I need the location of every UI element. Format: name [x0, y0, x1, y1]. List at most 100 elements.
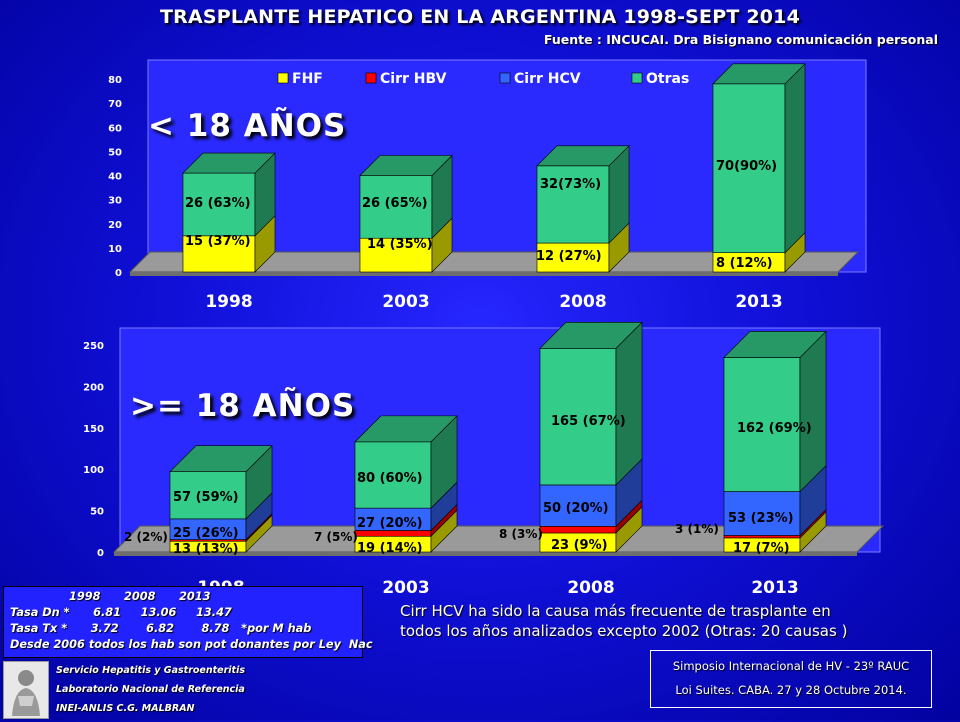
page-title: TRASPLANTE HEPATICO EN LA ARGENTINA 1998… [160, 6, 800, 28]
segment-label-cirr-hbv: 8 (3%) [499, 527, 543, 541]
conclusion-line-2: todos los años analizados excepto 2002 (… [400, 622, 848, 640]
symposium-line-1: Simposio Internacional de HV - 23º RAUC [672, 659, 910, 673]
plot-floor-edge [130, 272, 838, 276]
bar-segment-otras [712, 83, 786, 253]
segment-label-otras: 70(90%) [716, 159, 777, 174]
symposium-box: Simposio Internacional de HV - 23º RAUC … [650, 650, 932, 708]
y-tick-label: 80 [108, 75, 122, 86]
x-tick-label: 2003 [382, 292, 429, 312]
conclusion-note: Cirr HCV ha sido la causa más frecuente … [400, 601, 847, 641]
segment-label-cirr-hbv: 3 (1%) [675, 522, 719, 536]
lab-line-2: Laboratorio Nacional de Referencia [56, 684, 245, 695]
segment-label-cirr-hcv: 27 (20%) [357, 516, 423, 531]
segment-label-otras: 32(73%) [540, 177, 601, 192]
y-tick-label: 0 [115, 268, 122, 279]
segment-label-cirr-hcv: 53 (23%) [728, 511, 794, 526]
segment-label-fhf: 23 (9%) [551, 538, 608, 553]
bar-segment-cirr-hbv [354, 530, 432, 537]
segment-label-otras: 26 (63%) [185, 196, 251, 211]
segment-label-cirr-hbv: 7 (5%) [314, 530, 358, 544]
y-tick-label: 20 [108, 220, 122, 231]
segment-label-fhf: 19 (14%) [357, 541, 423, 556]
y-tick-label: 40 [108, 172, 122, 183]
bar-top [182, 152, 276, 174]
bar-segment-cirr-hbv [539, 526, 617, 534]
legend-label: Cirr HCV [514, 71, 581, 87]
y-tick-label: 100 [83, 465, 104, 476]
rates-footnote: Desde 2006 todos los hab son pot donante… [10, 638, 373, 651]
segment-label-fhf: 17 (7%) [733, 541, 790, 556]
bar-segment-otras [359, 175, 433, 239]
y-tick-label: 150 [83, 424, 104, 435]
segment-label-otras: 80 (60%) [357, 471, 423, 486]
legend-swatch-otras [631, 72, 643, 84]
legend-label: FHF [292, 71, 323, 87]
bar-top [712, 63, 806, 85]
bar-top [354, 415, 458, 443]
chart-over-18: 050100150200250199820032008201357 (59%)8… [83, 321, 885, 598]
bar-top [169, 445, 273, 472]
legend-label: Otras [646, 71, 689, 87]
segment-label-otras: 26 (65%) [362, 196, 428, 211]
x-tick-label: 2003 [382, 578, 429, 598]
legend-label: Cirr HBV [380, 71, 447, 87]
y-tick-label: 10 [108, 244, 122, 255]
rates-header-row: 1998 2008 2013 [10, 590, 211, 603]
chart-under-18: 0 10 20 30 40 50 60 70 80 1998 2003 2008 2013 FHF Cirr… [108, 59, 867, 312]
lab-line-3: INEI-ANLIS C.G. MALBRAN [56, 703, 195, 714]
bar-segment-otras [169, 471, 247, 520]
chart-over-18-label: >= 18 AÑOS [130, 388, 356, 424]
conclusion-line-1: Cirr HCV ha sido la causa más frecuente … [400, 602, 831, 620]
y-tick-label: 0 [97, 548, 104, 559]
x-tick-label: 2013 [735, 292, 782, 312]
legend-swatch-fhf [277, 72, 289, 84]
bar-segment-otras [536, 165, 610, 244]
lab-line-1: Servicio Hepatitis y Gastroenteritis [56, 665, 246, 676]
chart-under-18-label: < 18 AÑOS [148, 108, 347, 144]
segment-label-fhf: 8 (12%) [716, 256, 773, 271]
bar-top [536, 145, 630, 167]
rates-tx-row: Tasa Tx * 3.72 6.82 8.78 *por M hab [10, 622, 312, 635]
segment-label-cirr-hcv: 25 (26%) [173, 526, 239, 541]
bar-side-otras [799, 330, 827, 493]
y-tick-label: 200 [83, 382, 104, 393]
malbran-logo [3, 661, 49, 719]
segment-label-otras: 57 (59%) [173, 490, 239, 505]
segment-label-fhf: 12 (27%) [536, 249, 602, 264]
bar-top [723, 331, 827, 358]
legend-swatch-cirr-hbv [365, 72, 377, 84]
y-tick-label: 50 [108, 147, 122, 158]
segment-label-fhf: 15 (37%) [185, 234, 251, 249]
x-tick-label: 1998 [205, 292, 252, 312]
bar-top [359, 155, 453, 176]
segment-label-fhf: 13 (13%) [173, 542, 239, 557]
legend-swatch-cirr-hcv [499, 72, 511, 84]
x-tick-label: 2013 [751, 578, 798, 598]
bar-top [539, 322, 643, 349]
y-tick-label: 50 [90, 507, 104, 518]
rates-dn-row: Tasa Dn * 6.81 13.06 13.47 [10, 606, 232, 619]
bar-segment-otras [723, 357, 801, 492]
bar-segment-otras [182, 172, 256, 237]
bar-segment-cirr-hbv [723, 535, 801, 539]
y-tick-label: 250 [83, 341, 104, 352]
segment-label-otras: 165 (67%) [551, 414, 626, 429]
x-tick-label: 2008 [559, 292, 606, 312]
bar-segment-otras [539, 348, 617, 486]
y-tick-label: 30 [108, 196, 122, 207]
rates-table: 1998 2008 2013 Tasa Dn * 6.81 13.06 13.4… [3, 586, 373, 658]
segment-label-fhf: 14 (35%) [367, 237, 433, 252]
y-tick-label: 60 [108, 123, 122, 134]
lab-credits: Servicio Hepatitis y Gastroenteritis Lab… [56, 661, 245, 718]
plot-floor-edge [114, 552, 857, 556]
segment-label-otras: 162 (69%) [737, 421, 812, 436]
y-tick-label: 70 [108, 99, 122, 110]
segment-label-cirr-hbv: 2 (2%) [124, 530, 168, 544]
source-note: Fuente : INCUCAI. Dra Bisignano comunica… [543, 32, 938, 47]
bar-segment-fhf [359, 237, 433, 273]
x-tick-label: 2008 [567, 578, 614, 598]
bar-side-otras [615, 321, 643, 486]
segment-label-cirr-hcv: 50 (20%) [543, 501, 609, 516]
bar-segment-fhf [536, 242, 610, 273]
symposium-line-2: Loi Suites. CABA. 27 y 28 Octubre 2014. [675, 683, 907, 697]
